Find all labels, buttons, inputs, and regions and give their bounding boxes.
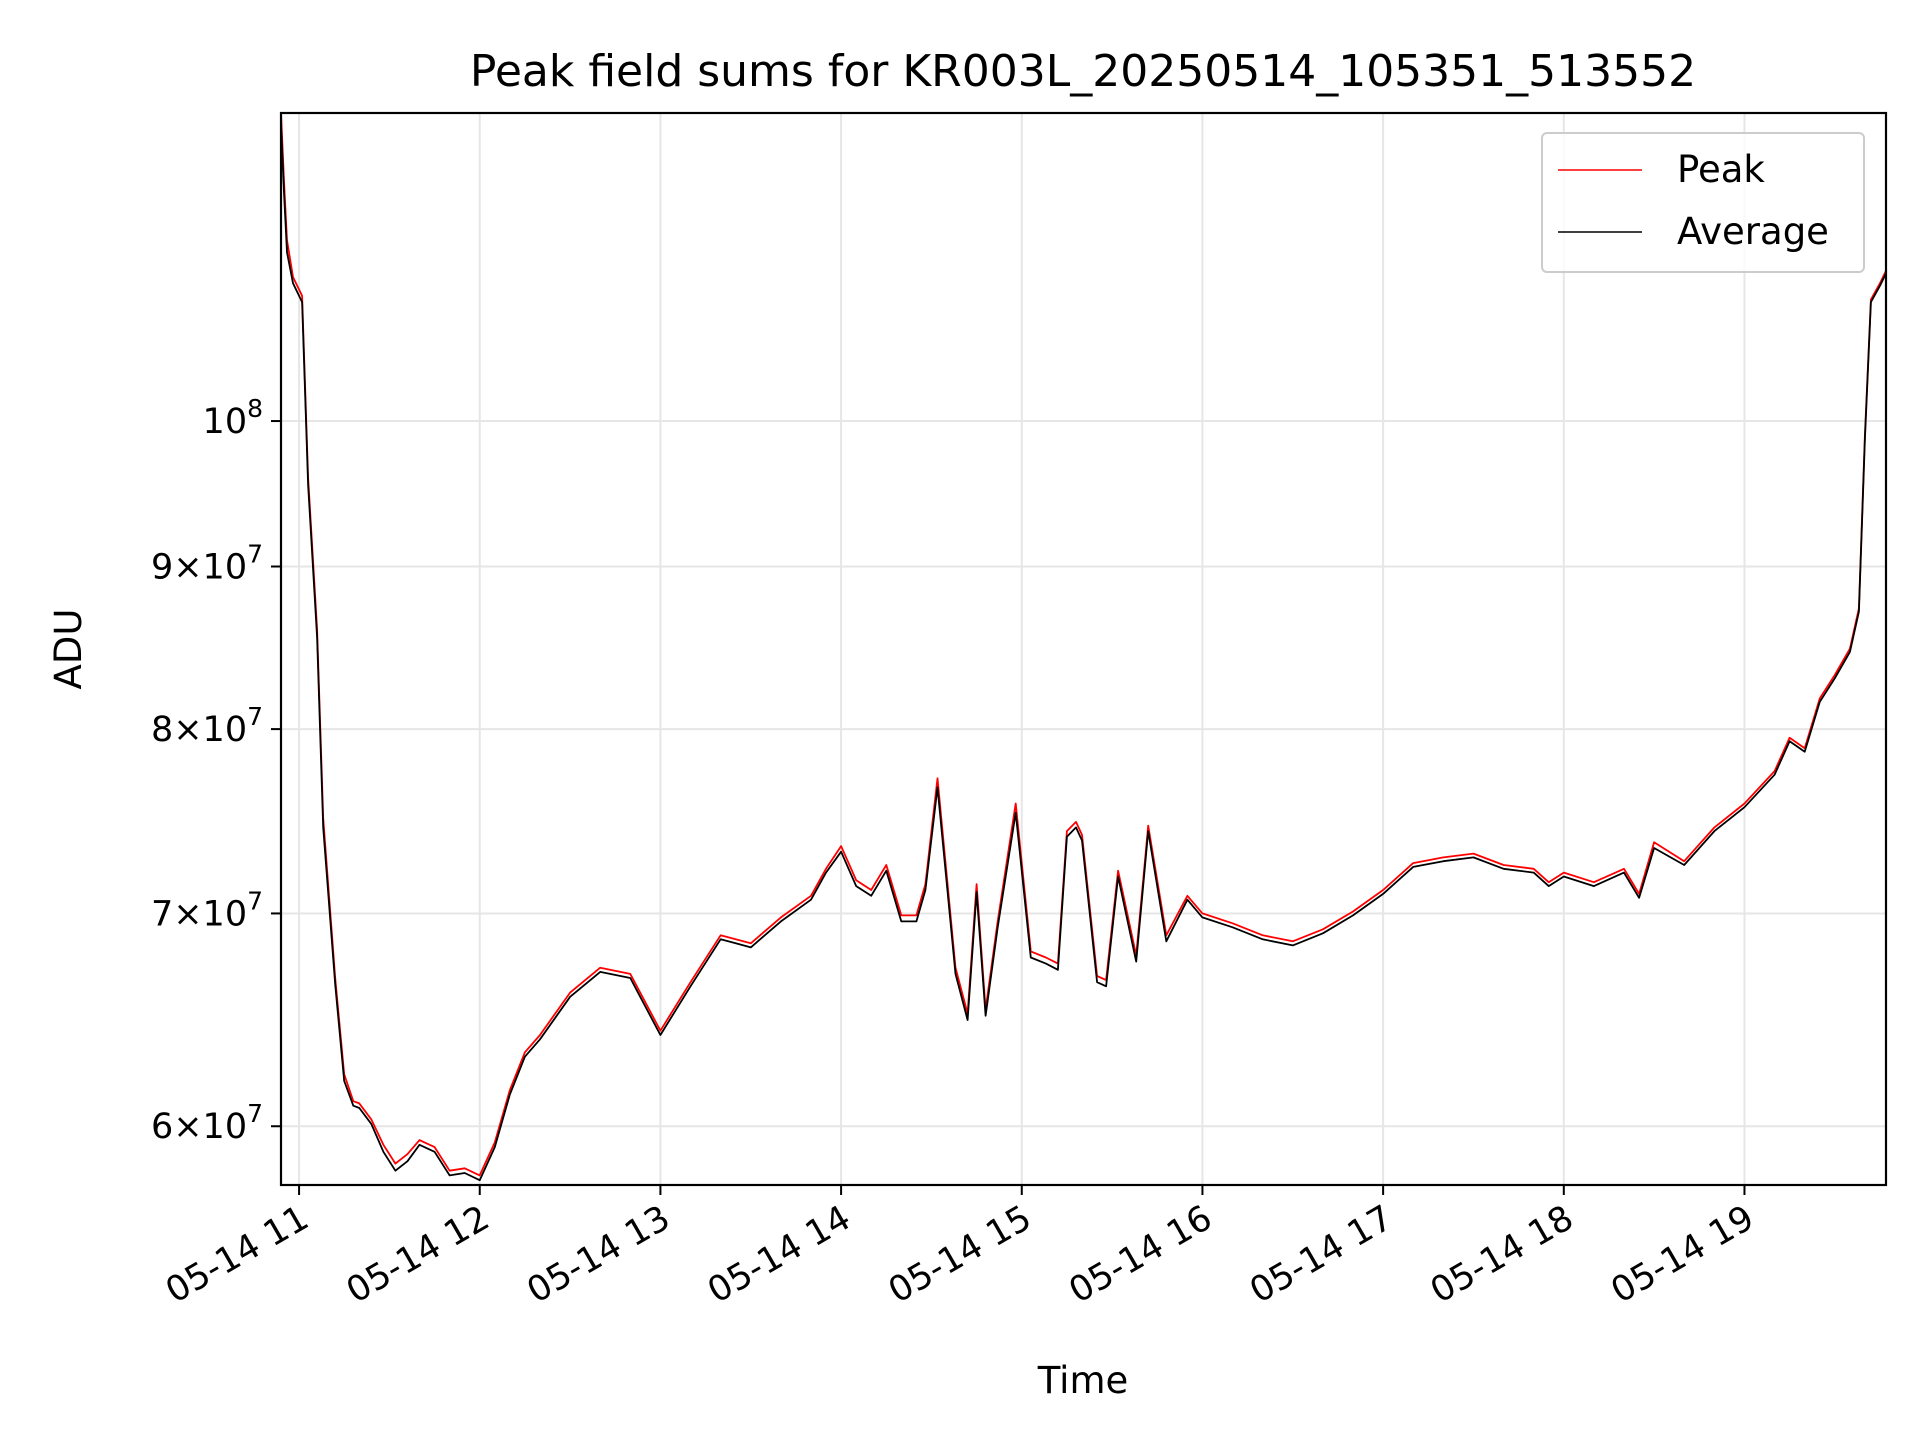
y-tick-label: 8×107 xyxy=(151,702,263,750)
y-axis: 6×107 7×107 8×107 9×107 108 xyxy=(151,394,281,1147)
y-tick-label: 108 xyxy=(203,394,263,442)
chart-title: Peak field sums for KR003L_20250514_1053… xyxy=(470,46,1696,97)
y-tick-label: 6×107 xyxy=(151,1099,263,1147)
legend-label-peak: Peak xyxy=(1677,148,1765,191)
x-axis-label: Time xyxy=(1037,1359,1129,1402)
legend: Peak Average xyxy=(1541,132,1865,273)
series-layer xyxy=(280,112,1887,1182)
y-tick-label: 7×107 xyxy=(151,886,263,934)
grid xyxy=(281,113,1886,1185)
plot-frame xyxy=(279,111,1888,1187)
y-axis-label: ADU xyxy=(47,609,90,690)
legend-box xyxy=(1541,132,1865,273)
series-line-average xyxy=(280,124,1887,1182)
y-tick-label: 9×107 xyxy=(151,540,263,588)
legend-label-average: Average xyxy=(1677,210,1829,253)
